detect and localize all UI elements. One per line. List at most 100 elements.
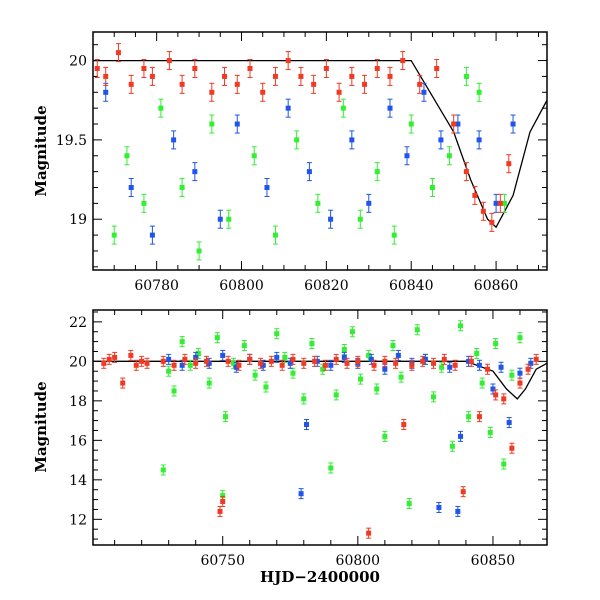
- top-data-point-green: [463, 66, 469, 86]
- top-data-point-green: [446, 146, 452, 166]
- top-data-point-blue: [192, 162, 198, 182]
- top-x-tick-label: 60800: [219, 278, 264, 294]
- top-data-point-red: [480, 201, 486, 221]
- top-y-tick-label: 19.5: [56, 133, 87, 149]
- bottom-data-point-green: [414, 324, 420, 336]
- top-data-point-red: [336, 82, 342, 102]
- top-data-point-green: [408, 114, 414, 134]
- bottom-data-point-green: [493, 338, 499, 350]
- bottom-data-point-green: [301, 393, 307, 405]
- bottom-x-tick-label: 60850: [471, 553, 516, 569]
- bottom-panel: 60750 60800 60850 12 14 16 18 20 22 Magnitude HJ…: [32, 309, 548, 586]
- top-data-point-green: [209, 114, 215, 134]
- bottom-data-point-green: [382, 430, 388, 442]
- bottom-x-tick-label: 60800: [336, 553, 381, 569]
- bottom-data-point-red: [268, 355, 274, 367]
- top-data-point-green: [251, 146, 257, 166]
- bottom-y-axis-label: Magnitude: [32, 381, 50, 472]
- top-data-point-red: [311, 74, 317, 94]
- top-data-point-red: [209, 82, 215, 102]
- bottom-data-point-red: [517, 377, 523, 389]
- bottom-data-point-red: [182, 353, 188, 365]
- bottom-data-point-green: [474, 347, 480, 359]
- top-data-point-blue: [510, 114, 516, 134]
- top-data-point-blue: [438, 130, 444, 150]
- bottom-data-point-green: [309, 338, 315, 350]
- top-data-point-red: [451, 114, 457, 134]
- top-data-point-red: [489, 212, 495, 232]
- bottom-y-tick-label: 22: [69, 315, 87, 331]
- top-data-point-blue: [366, 193, 372, 213]
- top-model-curve: [93, 59, 547, 229]
- bottom-data-point-blue: [436, 501, 442, 513]
- bottom-data-point-blue: [303, 419, 309, 431]
- bottom-data-point-blue: [506, 417, 512, 429]
- top-data-point-green: [315, 193, 321, 213]
- top-data-point-red: [400, 51, 406, 71]
- bottom-data-point-green: [214, 332, 220, 344]
- top-data-point-blue: [128, 177, 134, 197]
- bottom-data-point-red: [322, 359, 328, 371]
- top-data-point-red: [285, 51, 291, 71]
- top-data-point-blue: [285, 98, 291, 118]
- top-data-point-green: [179, 177, 185, 197]
- top-x-tick-label: 60820: [304, 278, 349, 294]
- top-data-point-green: [357, 209, 363, 229]
- bottom-ticks: 60750 60800 60850 12 14 16 18 20 22: [69, 310, 548, 569]
- top-data-point-blue: [493, 193, 499, 213]
- bottom-data-point-green: [179, 336, 185, 348]
- top-data-point-red: [115, 43, 121, 63]
- top-data-point-red: [141, 58, 147, 78]
- bottom-data-point-green: [187, 359, 193, 371]
- top-data-point-red: [434, 58, 440, 78]
- top-panel: 60780 60800 60820 60840 60860 19 19.5 20 Magnit…: [32, 31, 548, 294]
- top-data-point-red: [506, 154, 512, 174]
- top-data-point-red: [179, 74, 185, 94]
- bottom-data-point-green: [328, 462, 334, 474]
- top-data-point-green: [196, 241, 202, 261]
- top-data-point-green: [391, 225, 397, 245]
- bottom-data-point-green: [290, 367, 296, 379]
- bottom-data-point-green: [263, 381, 269, 393]
- bottom-data-point-green: [487, 426, 493, 438]
- bottom-data-point-red: [258, 357, 264, 369]
- bottom-data-point-red: [128, 349, 134, 361]
- bottom-data-point-blue: [341, 351, 347, 363]
- bottom-data-point-blue: [447, 361, 453, 373]
- bottom-data-point-red: [333, 353, 339, 365]
- bottom-data-point-red: [101, 357, 107, 369]
- top-data-point-blue: [149, 225, 155, 245]
- top-data-point-green: [429, 177, 435, 197]
- bottom-data-point-green: [358, 373, 364, 385]
- bottom-data-point-red: [501, 393, 507, 405]
- bottom-data-point-blue: [298, 488, 304, 500]
- bottom-data-point-green: [466, 411, 472, 423]
- bottom-data-point-red: [344, 357, 350, 369]
- bottom-plot-frame: [92, 309, 548, 546]
- top-x-tick-label: 60860: [474, 278, 519, 294]
- bottom-data-point-green: [206, 377, 212, 389]
- top-data-point-red: [387, 66, 393, 86]
- bottom-data-point-red: [409, 359, 415, 371]
- top-data-point-blue: [476, 130, 482, 150]
- bottom-data-point-red: [279, 359, 285, 371]
- top-data-point-red: [349, 66, 355, 86]
- bottom-data-point-red: [290, 353, 296, 365]
- bottom-data-point-red: [225, 355, 231, 367]
- top-ticks: 60780 60800 60820 60840 60860 19 19.5 20: [56, 32, 547, 294]
- bottom-data-point-red: [144, 357, 150, 369]
- bottom-data-point-red: [301, 357, 307, 369]
- bottom-data-point-blue: [206, 357, 212, 369]
- bottom-y-tick-label: 16: [69, 433, 87, 449]
- top-x-tick-label: 60780: [134, 278, 179, 294]
- bottom-data-point-green: [166, 365, 172, 377]
- bottom-data-point-red: [247, 353, 253, 365]
- bottom-data-point-red: [476, 411, 482, 423]
- bottom-y-tick-label: 20: [69, 354, 87, 370]
- bottom-data-point-red: [139, 355, 145, 367]
- bottom-data-point-blue: [260, 359, 266, 371]
- bottom-x-tick-label: 60750: [200, 553, 245, 569]
- top-data-point-red: [298, 66, 304, 86]
- top-data-point-green: [124, 146, 130, 166]
